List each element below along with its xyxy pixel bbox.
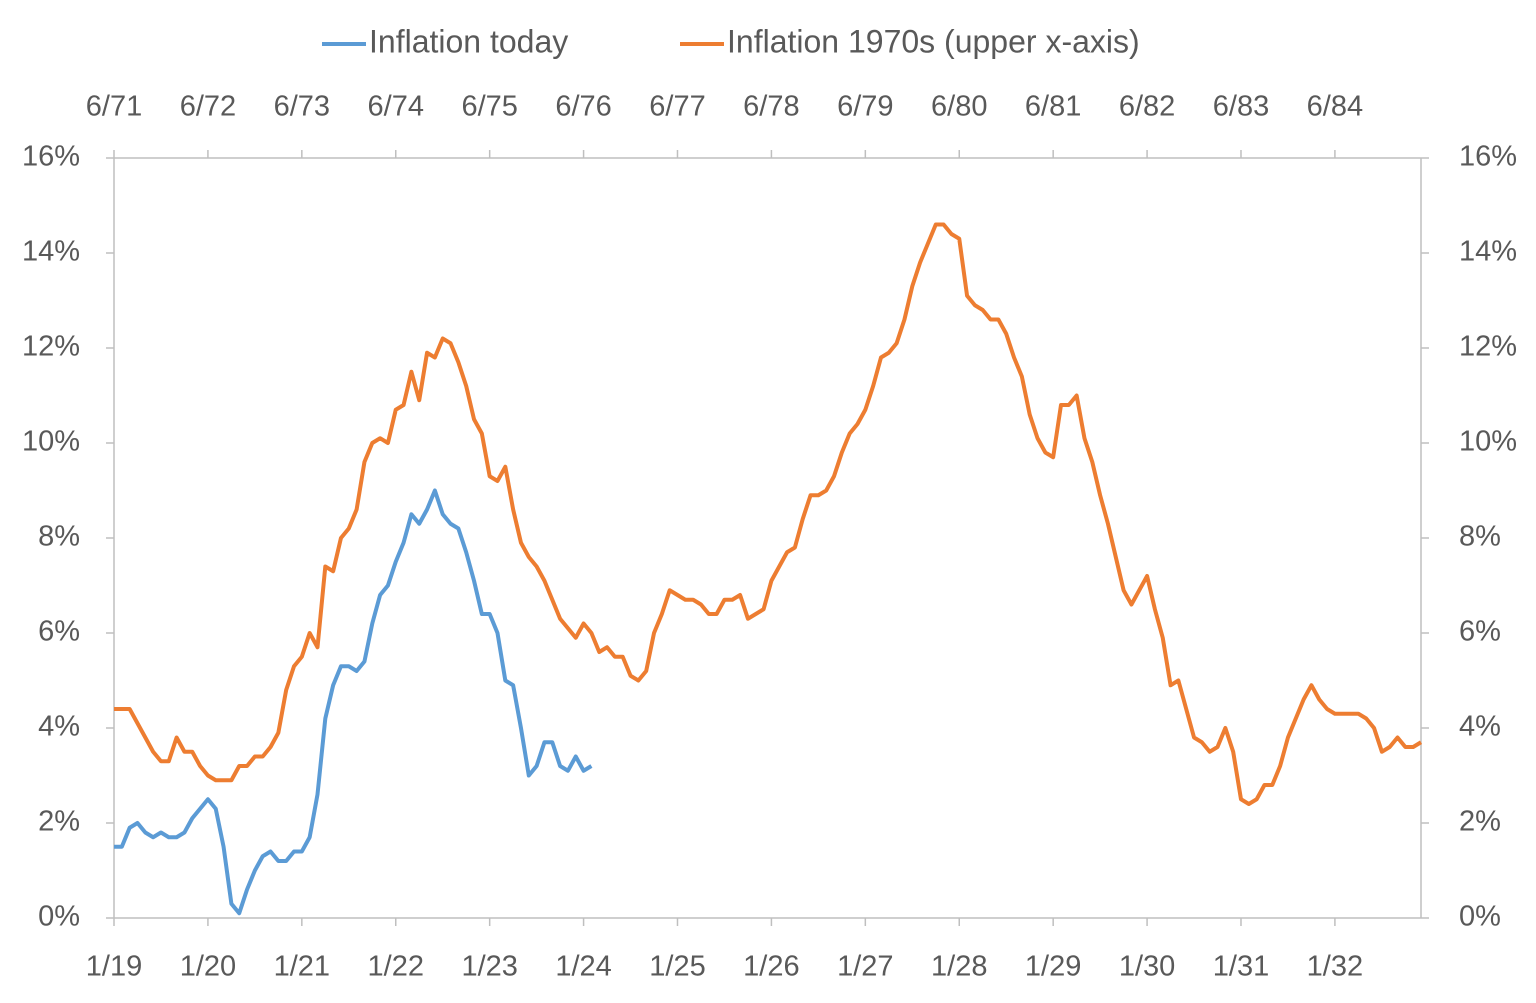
- x-tick-label: 1/29: [1025, 951, 1081, 983]
- x-tick-label: 1/32: [1307, 951, 1363, 983]
- x-tick-label: 1/31: [1213, 951, 1269, 983]
- x2-tick-label: 6/73: [274, 91, 330, 123]
- x-tick-label: 1/26: [743, 951, 799, 983]
- x2-tick-label: 6/72: [180, 91, 236, 123]
- y2-tick-label: 12%: [1459, 331, 1517, 363]
- y2-tick-label: 16%: [1459, 141, 1517, 173]
- y-tick-label: 6%: [38, 616, 80, 648]
- x2-tick-label: 6/74: [368, 91, 424, 123]
- x2-tick-label: 6/76: [555, 91, 611, 123]
- x2-tick-label: 6/84: [1307, 91, 1363, 123]
- y-tick-label: 8%: [38, 521, 80, 553]
- y2-tick-label: 0%: [1459, 901, 1501, 933]
- x2-tick-label: 6/82: [1119, 91, 1175, 123]
- x-tick-label: 1/22: [368, 951, 424, 983]
- x2-tick-label: 6/71: [86, 91, 142, 123]
- legend-label: Inflation today: [369, 23, 568, 59]
- y2-tick-label: 8%: [1459, 521, 1501, 553]
- y-tick-label: 10%: [22, 426, 80, 458]
- x-tick-label: 1/23: [461, 951, 517, 983]
- y2-tick-label: 14%: [1459, 236, 1517, 268]
- x-tick-label: 1/25: [649, 951, 705, 983]
- x-tick-label: 1/20: [180, 951, 236, 983]
- x2-tick-label: 6/78: [743, 91, 799, 123]
- x2-tick-label: 6/77: [649, 91, 705, 123]
- y-tick-label: 0%: [38, 901, 80, 933]
- y-tick-label: 2%: [38, 806, 80, 838]
- series-line: [114, 488, 593, 916]
- x-tick-label: 1/24: [555, 951, 611, 983]
- y2-tick-label: 6%: [1459, 616, 1501, 648]
- x-tick-label: 1/19: [86, 951, 142, 983]
- y-tick-label: 14%: [22, 236, 80, 268]
- y2-tick-label: 2%: [1459, 806, 1501, 838]
- x-tick-label: 1/21: [274, 951, 330, 983]
- x2-tick-label: 6/75: [461, 91, 517, 123]
- y2-tick-label: 4%: [1459, 711, 1501, 743]
- series-line: [114, 222, 1423, 806]
- x2-tick-label: 6/79: [837, 91, 893, 123]
- x-tick-label: 1/28: [931, 951, 987, 983]
- y-tick-label: 4%: [38, 711, 80, 743]
- x2-tick-label: 6/83: [1213, 91, 1269, 123]
- legend-label: Inflation 1970s (upper x-axis): [727, 23, 1140, 59]
- y2-tick-label: 10%: [1459, 426, 1517, 458]
- y-tick-label: 16%: [22, 141, 80, 173]
- x-tick-label: 1/30: [1119, 951, 1175, 983]
- y-tick-label: 12%: [22, 331, 80, 363]
- x-tick-label: 1/27: [837, 951, 893, 983]
- x2-tick-label: 6/81: [1025, 91, 1081, 123]
- x2-tick-label: 6/80: [931, 91, 987, 123]
